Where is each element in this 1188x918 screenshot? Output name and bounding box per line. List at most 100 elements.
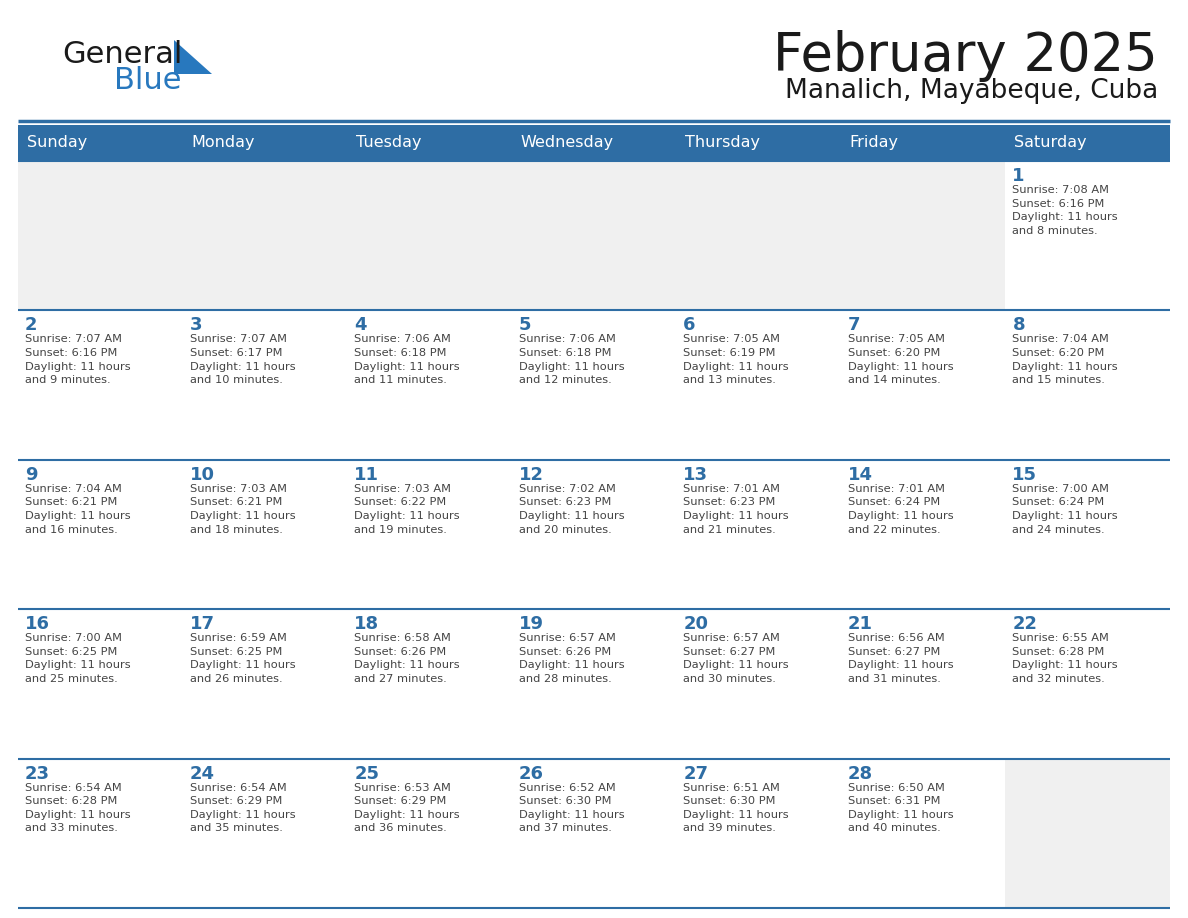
Text: Saturday: Saturday xyxy=(1015,136,1087,151)
Text: Sunrise: 7:03 AM
Sunset: 6:21 PM
Daylight: 11 hours
and 18 minutes.: Sunrise: 7:03 AM Sunset: 6:21 PM Dayligh… xyxy=(190,484,295,534)
Text: 17: 17 xyxy=(190,615,215,633)
Bar xyxy=(18,310,183,460)
Text: 15: 15 xyxy=(1012,465,1037,484)
Text: Sunrise: 7:06 AM
Sunset: 6:18 PM
Daylight: 11 hours
and 11 minutes.: Sunrise: 7:06 AM Sunset: 6:18 PM Dayligh… xyxy=(354,334,460,386)
Bar xyxy=(183,460,347,610)
Bar xyxy=(676,161,841,310)
Text: Sunrise: 7:03 AM
Sunset: 6:22 PM
Daylight: 11 hours
and 19 minutes.: Sunrise: 7:03 AM Sunset: 6:22 PM Dayligh… xyxy=(354,484,460,534)
Text: Sunrise: 6:58 AM
Sunset: 6:26 PM
Daylight: 11 hours
and 27 minutes.: Sunrise: 6:58 AM Sunset: 6:26 PM Dayligh… xyxy=(354,633,460,684)
Text: Sunrise: 7:08 AM
Sunset: 6:16 PM
Daylight: 11 hours
and 8 minutes.: Sunrise: 7:08 AM Sunset: 6:16 PM Dayligh… xyxy=(1012,185,1118,236)
Text: 21: 21 xyxy=(848,615,873,633)
Text: Sunrise: 7:06 AM
Sunset: 6:18 PM
Daylight: 11 hours
and 12 minutes.: Sunrise: 7:06 AM Sunset: 6:18 PM Dayligh… xyxy=(519,334,625,386)
Bar xyxy=(1005,161,1170,310)
Text: Sunrise: 6:54 AM
Sunset: 6:29 PM
Daylight: 11 hours
and 35 minutes.: Sunrise: 6:54 AM Sunset: 6:29 PM Dayligh… xyxy=(190,783,295,834)
Text: Sunrise: 7:05 AM
Sunset: 6:20 PM
Daylight: 11 hours
and 14 minutes.: Sunrise: 7:05 AM Sunset: 6:20 PM Dayligh… xyxy=(848,334,954,386)
Text: 6: 6 xyxy=(683,317,696,334)
Polygon shape xyxy=(173,40,211,74)
Text: 16: 16 xyxy=(25,615,50,633)
Bar xyxy=(512,460,676,610)
Bar xyxy=(1005,460,1170,610)
Text: 3: 3 xyxy=(190,317,202,334)
Bar xyxy=(1005,610,1170,758)
Text: Tuesday: Tuesday xyxy=(356,136,422,151)
Text: Monday: Monday xyxy=(191,136,255,151)
Text: 11: 11 xyxy=(354,465,379,484)
Bar xyxy=(347,310,512,460)
Bar xyxy=(18,125,1170,161)
Bar xyxy=(841,460,1005,610)
Bar xyxy=(841,758,1005,908)
Bar xyxy=(1005,310,1170,460)
Text: Sunrise: 7:02 AM
Sunset: 6:23 PM
Daylight: 11 hours
and 20 minutes.: Sunrise: 7:02 AM Sunset: 6:23 PM Dayligh… xyxy=(519,484,625,534)
Bar xyxy=(512,310,676,460)
Bar xyxy=(676,460,841,610)
Text: Sunrise: 6:54 AM
Sunset: 6:28 PM
Daylight: 11 hours
and 33 minutes.: Sunrise: 6:54 AM Sunset: 6:28 PM Dayligh… xyxy=(25,783,131,834)
Text: Sunday: Sunday xyxy=(27,136,87,151)
Text: 14: 14 xyxy=(848,465,873,484)
Text: 10: 10 xyxy=(190,465,215,484)
Text: 24: 24 xyxy=(190,765,215,783)
Text: 22: 22 xyxy=(1012,615,1037,633)
Text: Sunrise: 7:01 AM
Sunset: 6:23 PM
Daylight: 11 hours
and 21 minutes.: Sunrise: 7:01 AM Sunset: 6:23 PM Dayligh… xyxy=(683,484,789,534)
Bar xyxy=(512,610,676,758)
Bar xyxy=(841,610,1005,758)
Text: Sunrise: 7:00 AM
Sunset: 6:24 PM
Daylight: 11 hours
and 24 minutes.: Sunrise: 7:00 AM Sunset: 6:24 PM Dayligh… xyxy=(1012,484,1118,534)
Text: Sunrise: 7:07 AM
Sunset: 6:16 PM
Daylight: 11 hours
and 9 minutes.: Sunrise: 7:07 AM Sunset: 6:16 PM Dayligh… xyxy=(25,334,131,386)
Text: 20: 20 xyxy=(683,615,708,633)
Bar xyxy=(347,758,512,908)
Bar xyxy=(841,161,1005,310)
Text: Sunrise: 6:56 AM
Sunset: 6:27 PM
Daylight: 11 hours
and 31 minutes.: Sunrise: 6:56 AM Sunset: 6:27 PM Dayligh… xyxy=(848,633,954,684)
Bar xyxy=(183,161,347,310)
Bar xyxy=(676,610,841,758)
Bar xyxy=(676,758,841,908)
Text: 18: 18 xyxy=(354,615,379,633)
Text: 12: 12 xyxy=(519,465,544,484)
Text: Sunrise: 6:53 AM
Sunset: 6:29 PM
Daylight: 11 hours
and 36 minutes.: Sunrise: 6:53 AM Sunset: 6:29 PM Dayligh… xyxy=(354,783,460,834)
Text: Sunrise: 6:50 AM
Sunset: 6:31 PM
Daylight: 11 hours
and 40 minutes.: Sunrise: 6:50 AM Sunset: 6:31 PM Dayligh… xyxy=(848,783,954,834)
Text: Wednesday: Wednesday xyxy=(520,136,614,151)
Text: Thursday: Thursday xyxy=(685,136,760,151)
Text: Sunrise: 6:51 AM
Sunset: 6:30 PM
Daylight: 11 hours
and 39 minutes.: Sunrise: 6:51 AM Sunset: 6:30 PM Dayligh… xyxy=(683,783,789,834)
Text: Sunrise: 6:57 AM
Sunset: 6:26 PM
Daylight: 11 hours
and 28 minutes.: Sunrise: 6:57 AM Sunset: 6:26 PM Dayligh… xyxy=(519,633,625,684)
Bar xyxy=(347,610,512,758)
Text: Sunrise: 7:07 AM
Sunset: 6:17 PM
Daylight: 11 hours
and 10 minutes.: Sunrise: 7:07 AM Sunset: 6:17 PM Dayligh… xyxy=(190,334,295,386)
Text: 25: 25 xyxy=(354,765,379,783)
Text: 19: 19 xyxy=(519,615,544,633)
Text: 7: 7 xyxy=(848,317,860,334)
Bar xyxy=(1005,758,1170,908)
Bar xyxy=(347,161,512,310)
Bar xyxy=(18,758,183,908)
Text: Sunrise: 6:57 AM
Sunset: 6:27 PM
Daylight: 11 hours
and 30 minutes.: Sunrise: 6:57 AM Sunset: 6:27 PM Dayligh… xyxy=(683,633,789,684)
Text: 1: 1 xyxy=(1012,167,1025,185)
Text: Blue: Blue xyxy=(114,66,182,95)
Bar xyxy=(183,610,347,758)
Text: Sunrise: 6:52 AM
Sunset: 6:30 PM
Daylight: 11 hours
and 37 minutes.: Sunrise: 6:52 AM Sunset: 6:30 PM Dayligh… xyxy=(519,783,625,834)
Text: Sunrise: 6:59 AM
Sunset: 6:25 PM
Daylight: 11 hours
and 26 minutes.: Sunrise: 6:59 AM Sunset: 6:25 PM Dayligh… xyxy=(190,633,295,684)
Text: Sunrise: 7:04 AM
Sunset: 6:20 PM
Daylight: 11 hours
and 15 minutes.: Sunrise: 7:04 AM Sunset: 6:20 PM Dayligh… xyxy=(1012,334,1118,386)
Bar xyxy=(18,610,183,758)
Bar xyxy=(183,310,347,460)
Text: February 2025: February 2025 xyxy=(773,30,1158,82)
Bar xyxy=(841,310,1005,460)
Bar xyxy=(512,161,676,310)
Bar xyxy=(676,310,841,460)
Text: 27: 27 xyxy=(683,765,708,783)
Text: 28: 28 xyxy=(848,765,873,783)
Bar xyxy=(18,460,183,610)
Text: 2: 2 xyxy=(25,317,38,334)
Text: Sunrise: 7:04 AM
Sunset: 6:21 PM
Daylight: 11 hours
and 16 minutes.: Sunrise: 7:04 AM Sunset: 6:21 PM Dayligh… xyxy=(25,484,131,534)
Text: General: General xyxy=(62,40,183,69)
Text: Friday: Friday xyxy=(849,136,899,151)
Text: 9: 9 xyxy=(25,465,38,484)
Text: 5: 5 xyxy=(519,317,531,334)
Text: 26: 26 xyxy=(519,765,544,783)
Text: 8: 8 xyxy=(1012,317,1025,334)
Text: 4: 4 xyxy=(354,317,367,334)
Bar xyxy=(347,460,512,610)
Text: Sunrise: 7:00 AM
Sunset: 6:25 PM
Daylight: 11 hours
and 25 minutes.: Sunrise: 7:00 AM Sunset: 6:25 PM Dayligh… xyxy=(25,633,131,684)
Bar xyxy=(183,758,347,908)
Bar xyxy=(18,161,183,310)
Text: 13: 13 xyxy=(683,465,708,484)
Text: Sunrise: 6:55 AM
Sunset: 6:28 PM
Daylight: 11 hours
and 32 minutes.: Sunrise: 6:55 AM Sunset: 6:28 PM Dayligh… xyxy=(1012,633,1118,684)
Bar xyxy=(512,758,676,908)
